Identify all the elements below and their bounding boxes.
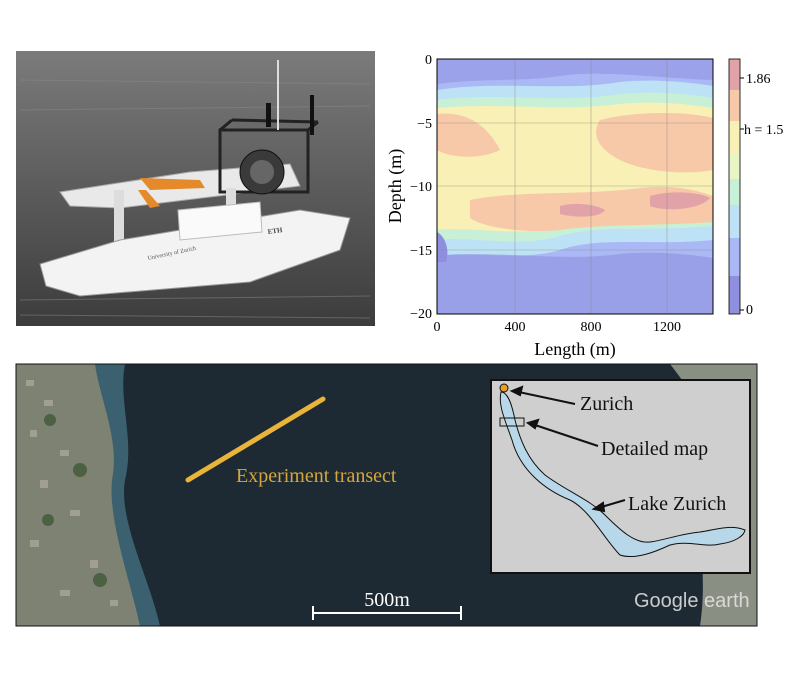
colorbar: 1.86 h = 1.5 0 [728, 58, 783, 318]
lake-zurich-shape [499, 391, 746, 558]
x-axis-label: Length (m) [534, 339, 615, 360]
x-tick: 800 [581, 320, 602, 335]
y-tick: −5 [417, 117, 432, 132]
hull-text-right: ETH [267, 226, 283, 236]
x-ticks: 0 400 800 1200 [434, 320, 682, 335]
colorbar-label-min: 0 [746, 303, 753, 318]
inset-label-lake: Lake Zurich [628, 493, 726, 515]
heatmap-contours [437, 59, 713, 314]
inset-label-detailed-map: Detailed map [601, 438, 708, 460]
boat-photo: University of Zurich ETH [16, 51, 375, 326]
y-ticks: 0 −5 −10 −15 −20 [410, 53, 432, 322]
satellite-map: Experiment transect 500m Zurich [16, 364, 757, 626]
x-tick: 1200 [653, 320, 681, 335]
y-axis-label: Depth (m) [385, 149, 406, 223]
scale-bar: 500m [312, 589, 462, 620]
inset-map: Zurich Detailed map Lake Zurich [490, 379, 751, 574]
zurich-marker [499, 383, 509, 393]
y-tick: −20 [410, 307, 432, 322]
depth-heatmap: 0 −5 −10 −15 −20 0 400 800 1200 Length (… [385, 53, 783, 360]
colorbar-label-h: h = 1.5 [744, 123, 783, 138]
y-tick: −15 [410, 244, 432, 259]
x-tick: 0 [434, 320, 441, 335]
transect-label: Experiment transect [236, 465, 397, 487]
x-tick: 400 [505, 320, 526, 335]
y-tick: 0 [425, 53, 432, 68]
inset-label-zurich: Zurich [580, 393, 633, 415]
plot-frame [436, 58, 714, 315]
colorbar-label-max: 1.86 [746, 72, 771, 87]
detailed-map-box [499, 417, 525, 427]
scale-label: 500m [364, 589, 410, 611]
y-tick: −10 [410, 180, 432, 195]
google-earth-watermark: Google earth [634, 590, 750, 612]
experiment-transect-line [185, 396, 326, 483]
